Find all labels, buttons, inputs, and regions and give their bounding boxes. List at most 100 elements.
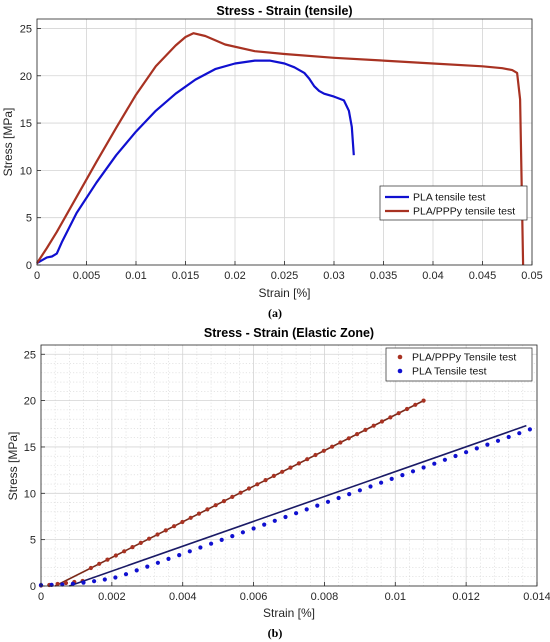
- data-point-pla-tensile-test: [272, 518, 277, 523]
- panel-b-legend: PLA/PPPy Tensile test PLA Tensile test: [385, 347, 533, 382]
- data-point-pla-tensile-test: [347, 492, 352, 497]
- data-point-pla-pppy-tensile-test: [88, 565, 93, 571]
- data-point-pla-pppy-tensile-test: [388, 415, 393, 420]
- data-point-pla-tensile-test: [230, 534, 235, 539]
- data-point-pla-tensile-test: [251, 526, 256, 531]
- data-point-pla-tensile-test: [485, 442, 490, 447]
- panel-b-x-label: Strain [%]: [263, 606, 315, 620]
- data-point-pla-pppy-tensile-test: [379, 419, 385, 424]
- data-point-pla-pppy-tensile-test: [63, 580, 69, 586]
- data-point-pla-tensile-test: [421, 465, 426, 470]
- panel-b-y-ticks: 0 5 10 15 20 25: [24, 349, 45, 593]
- data-point-pla-tensile-test: [517, 431, 522, 436]
- x-tick-label: 0.014: [523, 591, 550, 603]
- y-tick-label: 15: [20, 118, 32, 130]
- x-tick-label: 0.01: [125, 270, 146, 282]
- panel-a-x-label: Strain [%]: [258, 286, 310, 300]
- series-line-pla-tensile-test: [36, 59, 355, 265]
- data-point-pla-tensile-test: [262, 522, 267, 527]
- panel-a-y-label: Stress [MPa]: [1, 108, 15, 177]
- x-tick-label: 0: [34, 270, 40, 282]
- data-point-pla-tensile-test: [198, 545, 203, 550]
- data-point-pla-tensile-test: [453, 453, 458, 459]
- panel-b-y-label: Stress [MPa]: [6, 432, 20, 501]
- panel-b-x-ticks: 0 0.002 0.004 0.006 0.008 0.01 0.012 0.014: [38, 582, 550, 603]
- data-point-pla-pppy-tensile-test: [371, 423, 376, 428]
- data-point-pla-tensile-test: [527, 427, 533, 432]
- data-point-pla-pppy-tensile-test: [138, 540, 143, 546]
- panel-a-caption: (a): [268, 306, 282, 320]
- data-point-pla-pppy-tensile-test: [363, 427, 368, 432]
- panel-b-legend-label-pla-pppy: PLA/PPPy Tensile test: [412, 352, 516, 364]
- data-point-pla-pppy-tensile-test: [130, 545, 135, 550]
- data-point-pla-tensile-test: [166, 556, 171, 562]
- x-tick-label: 0.01: [385, 591, 406, 603]
- data-point-pla-tensile-test: [464, 450, 469, 455]
- data-point-pla-pppy-tensile-test: [238, 490, 243, 495]
- data-point-pla-tensile-test: [506, 434, 511, 440]
- data-point-pla-pppy-tensile-test: [55, 581, 60, 587]
- data-point-pla-pppy-tensile-test: [321, 448, 326, 453]
- x-tick-label: 0.004: [169, 591, 197, 603]
- panel-b-title: Stress - Strain (Elastic Zone): [204, 326, 374, 340]
- data-point-pla-tensile-test: [123, 572, 129, 577]
- data-point-pla-pppy-tensile-test: [421, 398, 426, 403]
- x-tick-label: 0.035: [370, 270, 398, 282]
- data-point-pla-pppy-tensile-test: [330, 444, 335, 449]
- y-tick-label: 15: [24, 442, 36, 454]
- data-point-pla-pppy-tensile-test: [355, 432, 360, 437]
- data-point-pla-tensile-test: [209, 541, 214, 546]
- data-point-pla-tensile-test: [155, 560, 160, 565]
- panel-a-legend: PLA tensile test PLA/PPPy tensile test: [379, 185, 528, 221]
- data-point-pla-tensile-test: [92, 579, 97, 584]
- data-point-pla-tensile-test: [81, 580, 86, 585]
- x-tick-label: 0.015: [172, 270, 200, 282]
- data-point-pla-pppy-tensile-test: [213, 503, 218, 508]
- data-point-pla-pppy-tensile-test: [105, 557, 110, 562]
- data-point-pla-tensile-test: [240, 530, 245, 535]
- panel-b-axes-frame: [40, 344, 538, 587]
- data-point-pla-pppy-tensile-test: [172, 524, 177, 529]
- data-point-pla-pppy-tensile-test: [230, 494, 235, 499]
- x-tick-label: 0.03: [323, 270, 344, 282]
- x-tick-label: 0.012: [452, 591, 480, 603]
- y-tick-label: 0: [30, 581, 36, 593]
- y-tick-label: 0: [26, 260, 32, 272]
- data-point-pla-pppy-tensile-test: [255, 482, 260, 487]
- data-point-pla-tensile-test: [325, 499, 331, 504]
- panel-b-legend-swatch-pla: [397, 368, 403, 374]
- data-point-pla-tensile-test: [70, 581, 75, 586]
- data-point-pla-tensile-test: [283, 514, 288, 520]
- data-point-pla-tensile-test: [379, 480, 384, 485]
- data-point-pla-pppy-tensile-test: [97, 561, 102, 566]
- panel-a-legend-box: [379, 185, 528, 221]
- y-tick-label: 25: [24, 349, 36, 361]
- data-point-pla-tensile-test: [357, 488, 362, 493]
- data-point-pla-pppy-tensile-test: [346, 436, 351, 441]
- data-point-pla-tensile-test: [102, 577, 107, 582]
- data-point-pla-pppy-tensile-test: [396, 411, 401, 416]
- panel-b-legend-label-pla: PLA Tensile test: [412, 366, 487, 378]
- data-point-pla-tensile-test: [400, 473, 405, 478]
- x-tick-label: 0.045: [469, 270, 497, 282]
- x-tick-label: 0.04: [422, 270, 443, 282]
- fit-line-pla-tensile-test: [69, 424, 527, 587]
- data-point-pla-pppy-tensile-test: [246, 486, 252, 491]
- panel-b-legend-swatch-pla-pppy: [397, 354, 403, 360]
- panel-a-stress-strain-tensile: Stress - Strain (tensile) 0 0.005 0.01 0.01…: [1, 4, 543, 320]
- panel-a-y-ticks: 0 5 10 15 20 25: [20, 23, 41, 272]
- data-point-pla-tensile-test: [145, 564, 150, 569]
- data-point-pla-pppy-tensile-test: [188, 515, 193, 520]
- panel-a-x-ticks: 0 0.005 0.01 0.015 0.02 0.025 0.03 0.035 0.04 0.0…: [34, 261, 543, 282]
- data-point-pla-tensile-test: [294, 511, 299, 516]
- panel-b-legend-box: [385, 347, 533, 382]
- data-point-pla-pppy-tensile-test: [404, 406, 410, 412]
- panel-a-title: Stress - Strain (tensile): [216, 4, 352, 18]
- panel-b-stress-strain-elastic: Stress - Strain (Elastic Zone) 0 0.002 0.0…: [6, 326, 550, 640]
- data-point-pla-tensile-test: [336, 495, 341, 501]
- data-point-pla-pppy-tensile-test: [205, 507, 210, 512]
- data-point-pla-pppy-tensile-test: [296, 461, 301, 466]
- data-point-pla-pppy-tensile-test: [263, 478, 268, 483]
- data-point-pla-tensile-test: [304, 507, 309, 512]
